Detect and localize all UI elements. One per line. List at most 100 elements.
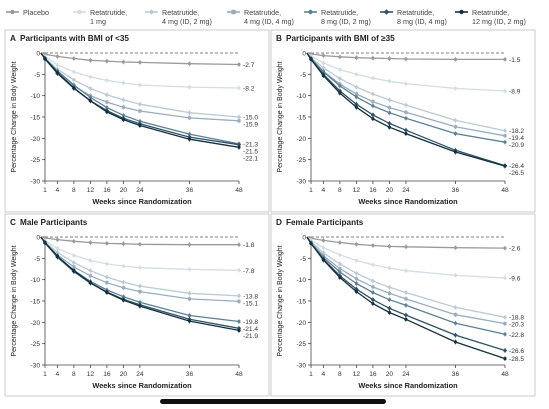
data-point [43, 57, 46, 60]
end-value-label: -26.6 [509, 348, 524, 355]
data-point [322, 61, 325, 64]
x-tick-label: 4 [56, 371, 60, 378]
x-tick-label: 48 [501, 371, 509, 378]
y-tick-label: -5 [300, 72, 306, 79]
data-point [56, 255, 59, 258]
scroll-indicator[interactable] [160, 399, 386, 404]
data-point [404, 111, 407, 114]
data-point [387, 98, 391, 102]
x-tick-label: 20 [120, 187, 128, 194]
series-retatrutide-4-mg-id-2-mg [307, 237, 507, 320]
data-point [404, 82, 407, 85]
data-point [188, 86, 191, 89]
x-tick-label: 8 [72, 187, 76, 194]
y-tick-label: -25 [296, 341, 306, 348]
legend-label: Retatrutide, 4 mg (ID, 2 mg) [162, 8, 212, 26]
data-point [503, 357, 506, 360]
x-tick-label: 12 [87, 187, 95, 194]
data-point [404, 132, 407, 135]
x-tick-label: 24 [402, 371, 410, 378]
data-point [388, 267, 391, 270]
data-point [122, 299, 125, 302]
y-tick-label: -30 [30, 179, 40, 186]
legend-marker [10, 10, 14, 14]
data-point [138, 102, 142, 106]
data-point [322, 258, 325, 261]
y-tick-label: -30 [30, 363, 40, 370]
y-tick-label: 0 [302, 51, 306, 58]
x-tick-label: 24 [136, 371, 144, 378]
data-point [503, 164, 506, 167]
data-point [138, 290, 141, 293]
data-point [355, 73, 358, 76]
end-value-label: -22.1 [243, 155, 258, 162]
data-point [388, 292, 391, 295]
y-tick-label: -5 [34, 72, 40, 79]
series-line [307, 237, 505, 324]
x-tick-label: 48 [235, 371, 243, 378]
data-point [138, 243, 141, 246]
y-tick-label: -5 [34, 256, 40, 263]
legend-marker [149, 9, 155, 15]
data-point [188, 116, 191, 119]
x-tick-label: 16 [369, 187, 377, 194]
x-tick-label: 12 [353, 371, 361, 378]
legend-label: Retatrutide, 4 mg (ID, 4 mg) [244, 8, 294, 26]
data-point [338, 55, 341, 58]
data-point [322, 74, 325, 77]
y-tick-label: 0 [302, 235, 306, 242]
series-line [307, 53, 505, 166]
data-point [122, 60, 125, 63]
data-point [237, 300, 240, 303]
data-point [89, 281, 92, 284]
legend-label: Retatrutide, 8 mg (ID, 2 mg) [321, 8, 371, 26]
data-point [237, 86, 240, 89]
legend-marker [77, 10, 81, 14]
y-tick-label: -30 [296, 179, 306, 186]
x-tick-label: 48 [235, 187, 243, 194]
x-tick-label: 4 [322, 371, 326, 378]
panels: A Participants with BMI of <35 0 -5 -10 -15 -2… [5, 30, 535, 396]
legend-marker [308, 10, 312, 14]
data-point [404, 318, 407, 321]
data-point [454, 58, 457, 61]
data-point [387, 306, 391, 310]
data-point [454, 340, 457, 343]
series-retatrutide-8-mg-id-4-mg [41, 237, 241, 331]
data-point [72, 86, 75, 89]
data-point [237, 320, 240, 323]
x-tick-label: 12 [87, 371, 95, 378]
data-point [388, 57, 391, 60]
end-value-label: -20.3 [509, 322, 524, 329]
x-tick-label: 8 [338, 371, 342, 378]
data-point [503, 333, 506, 336]
series-retatrutide-8-mg-id-2-mg [41, 53, 241, 146]
data-point [503, 141, 506, 144]
data-point [371, 104, 374, 107]
x-tick-label: 4 [56, 187, 60, 194]
end-value-label: -26.5 [509, 170, 524, 177]
y-tick-label: -10 [30, 277, 40, 284]
data-point [138, 124, 141, 127]
series-line [41, 53, 239, 144]
y-tick-label: -10 [296, 93, 306, 100]
legend-marker [384, 9, 390, 15]
y-tick-label: -20 [296, 136, 306, 143]
data-point [355, 56, 358, 59]
x-tick-label: 20 [120, 371, 128, 378]
data-point [388, 106, 391, 109]
end-value-label: -19.4 [509, 135, 524, 142]
data-point [355, 259, 358, 262]
data-point [388, 111, 391, 114]
data-point [89, 259, 92, 262]
data-point [355, 277, 358, 280]
x-tick-label: 8 [72, 371, 76, 378]
data-point [404, 313, 408, 317]
data-point [105, 281, 108, 284]
x-tick-label: 20 [386, 187, 394, 194]
end-value-label: -21.9 [243, 333, 258, 340]
x-tick-label: 36 [452, 187, 460, 194]
data-point [72, 269, 75, 272]
end-value-label: -9.6 [509, 275, 521, 282]
data-point [138, 305, 141, 308]
